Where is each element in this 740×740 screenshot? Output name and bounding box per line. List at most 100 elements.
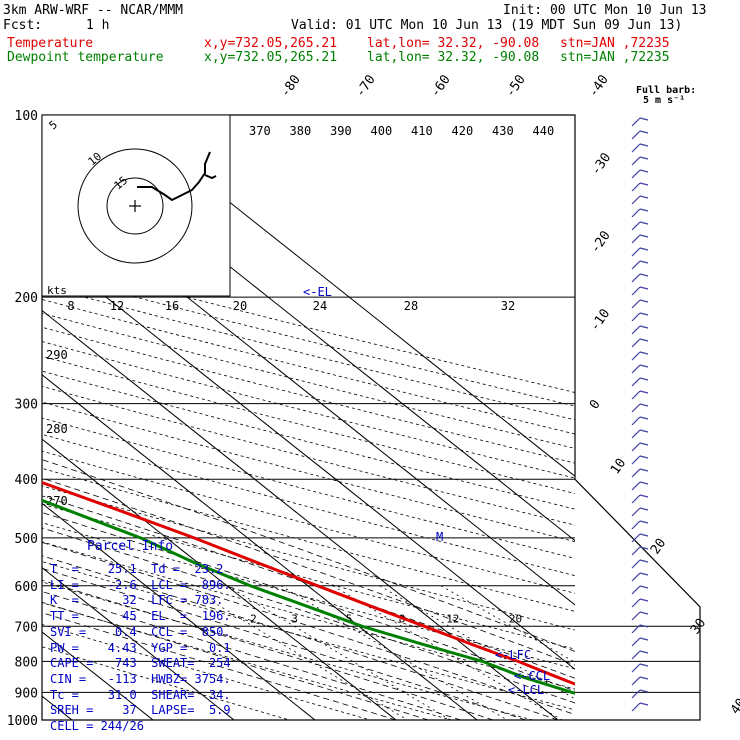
pressure-label: 500 (15, 532, 38, 547)
isotherm-label: 40 (728, 696, 740, 717)
wind-barb (631, 195, 649, 205)
temperature-xy: x,y=732.05,265.21 (204, 36, 338, 51)
parcel-info-row: SVI = 0.4 CCL = 850. (50, 624, 231, 639)
wind-barb (631, 364, 649, 374)
parcel-info-row: K = 32 LFC = 783. (50, 593, 224, 608)
wind-barb (631, 234, 649, 244)
speed-axis-label: 16 (165, 299, 179, 313)
full-barb-label: Full barb: (636, 85, 697, 96)
dry-adiabat-line (42, 561, 575, 711)
hodograph-ring (106, 177, 164, 235)
wind-barb (631, 663, 649, 673)
isotherm-line (42, 245, 575, 670)
isotherm-line (42, 566, 235, 720)
isotherm-label: 0 (587, 397, 604, 412)
moist-adiabat-line (42, 568, 526, 720)
dewpoint-latlon: lat,lon= 32.32, -90.08 (367, 50, 540, 65)
moist-adiabat-line (42, 527, 575, 704)
theta-label: 280 (46, 422, 68, 436)
wind-barb (631, 273, 649, 283)
pressure-label: 200 (15, 291, 38, 306)
speed-axis-label: 24 (313, 299, 327, 313)
theta-label: 440 (533, 124, 555, 138)
frame-outline (41, 114, 701, 721)
wind-barb (631, 377, 649, 387)
wind-barb (631, 650, 649, 660)
parcel-annotations: <-EL <-LFC <-CCL<-LCL M (303, 285, 550, 697)
wind-barb (631, 559, 649, 569)
wind-barb (631, 572, 649, 582)
theta-label: 290 (46, 348, 68, 362)
wind-barb (631, 702, 649, 712)
parcel-info-row: TT = 45 EL = 196. (50, 609, 231, 624)
parcel-info-row: CELL = 244/26 (50, 719, 144, 733)
pressure-label: 100 (15, 109, 38, 124)
parcel-level-label: <-CCL (514, 669, 550, 683)
wind-barb (631, 260, 649, 270)
wind-barb (631, 468, 649, 478)
dewpoint-profile (42, 498, 575, 695)
mixing-ratio-label: 20 (509, 612, 522, 625)
moist-adiabat-line (42, 512, 575, 692)
dry-adiabat-line (42, 272, 575, 407)
wind-barb (631, 598, 649, 608)
parcel-info-row: CIN = -113 HWBZ= 3754. (50, 671, 231, 686)
mixing-ratio-line (280, 585, 508, 720)
wind-barb (631, 143, 649, 153)
wind-barb (631, 182, 649, 192)
parcel-info-row: LI = -2.6 LCL = 896. (50, 577, 231, 592)
speed-axis-label: 28 (404, 299, 418, 313)
isotherm-label: -40 (586, 72, 612, 100)
wind-barb (631, 130, 649, 140)
temperature-station: stn=JAN ,72235 (560, 36, 670, 51)
isotherm-line (42, 181, 575, 606)
wind-barb (631, 507, 649, 517)
mixing-ratio-grid (186, 585, 575, 720)
isotherm-label: -30 (588, 150, 614, 178)
wind-barb (631, 338, 649, 348)
hodograph-ring (77, 148, 193, 264)
theta-label: 410 (411, 124, 433, 138)
mixing-ratio-label: 5 (346, 612, 353, 625)
wind-barb (631, 520, 649, 530)
wind-barb (631, 416, 649, 426)
wind-barb (631, 429, 649, 439)
pressure-label: 300 (15, 398, 38, 413)
parcel-info-title: Parcel Info (87, 539, 174, 554)
mean-marker: M (436, 530, 443, 544)
wind-barb (631, 351, 649, 361)
isotherm-label: -10 (587, 306, 613, 334)
forecast-value: 1 h (86, 18, 110, 33)
dewpoint-station: stn=JAN ,72235 (560, 50, 670, 65)
isotherm-line (0, 115, 7, 733)
isotherm-label: 20 (648, 536, 669, 557)
theta-label: 370 (249, 124, 271, 138)
wind-barb (631, 442, 649, 452)
model-title: 3km ARW-WRF -- NCAR/MMM (3, 3, 184, 18)
pressure-label: 700 (15, 620, 38, 635)
isotherm-label: -50 (503, 72, 529, 100)
dry-adiabat-line (42, 646, 291, 720)
wind-barb (631, 390, 649, 400)
pressure-label: 800 (15, 655, 38, 670)
parcel-info-row: Tc = 31.0 SHEAR= 34. (50, 687, 231, 702)
wind-barb (631, 325, 649, 335)
dewpoint-legend: Dewpoint temperature (7, 50, 164, 65)
dry-adiabat-line (42, 259, 575, 393)
speed-axis-label: 20 (233, 299, 247, 313)
dry-adiabat-line (42, 299, 575, 435)
parcel-level-label: <-LFC (495, 648, 531, 662)
pressure-label: 1000 (7, 714, 38, 729)
mixing-ratio-label: 2 (250, 612, 257, 625)
isotherm-label: -60 (428, 72, 454, 100)
mixing-ratio-line (227, 585, 452, 720)
theta-label: 400 (371, 124, 393, 138)
wind-barb (631, 403, 649, 413)
wind-barb (631, 208, 649, 218)
isotherm-line (119, 115, 575, 477)
pressure-label: 400 (15, 473, 38, 488)
parcel-level-label: <-EL (303, 285, 332, 299)
isotherm-line (42, 502, 316, 720)
